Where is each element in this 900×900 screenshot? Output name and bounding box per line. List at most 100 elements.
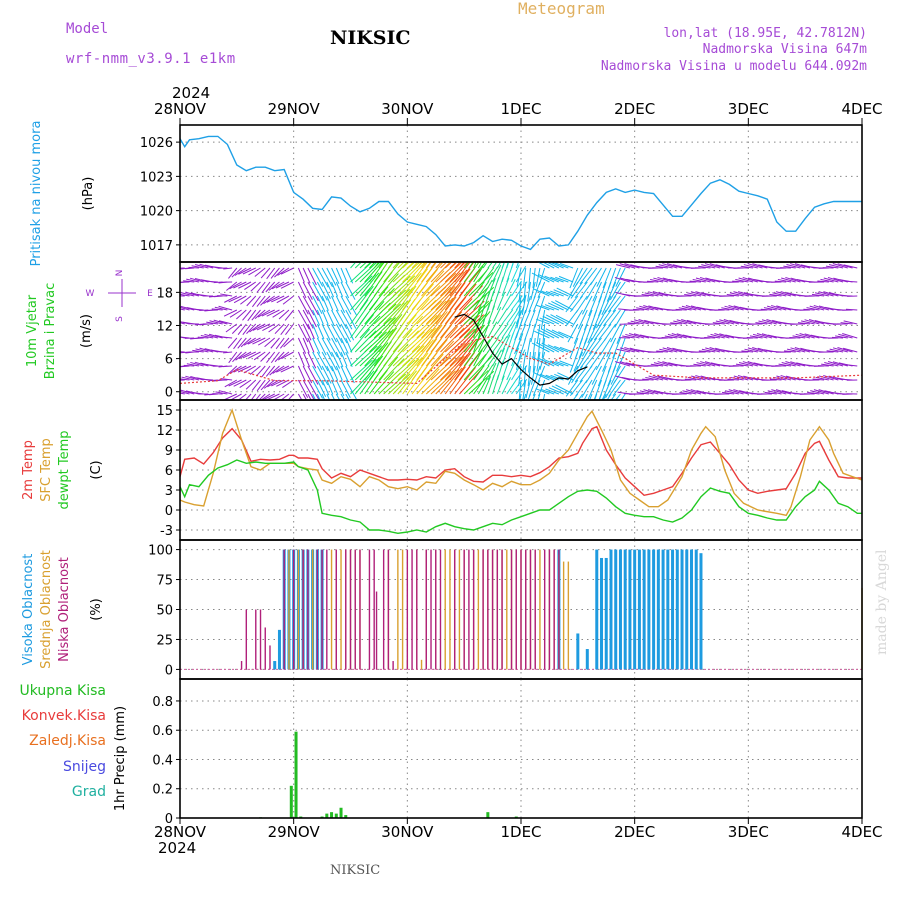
wind-vector bbox=[783, 265, 796, 269]
wind-vector bbox=[606, 281, 617, 302]
y-tick-label: 0 bbox=[165, 386, 173, 401]
wind-vector bbox=[501, 377, 512, 395]
wind-vector bbox=[435, 356, 461, 381]
wind-vector bbox=[270, 267, 280, 279]
wind-vector bbox=[331, 267, 340, 285]
wind-vector bbox=[388, 262, 409, 283]
wind-vector bbox=[506, 295, 518, 311]
wind-vector bbox=[430, 297, 454, 325]
wind-vector bbox=[535, 267, 541, 287]
wind-vector bbox=[590, 267, 602, 286]
panel-ylabel: Visoka Oblacnost bbox=[21, 554, 36, 666]
wind-vector bbox=[777, 278, 792, 283]
wind-vector bbox=[211, 308, 223, 311]
wind-vector bbox=[541, 342, 560, 353]
wind-vector bbox=[449, 268, 471, 297]
wind-vector bbox=[316, 309, 324, 325]
wind-vector bbox=[247, 351, 261, 359]
panels-layer: 1017 1020 1023 1026 Pritisak na nivou mora (h… bbox=[19, 100, 882, 841]
wind-vector bbox=[235, 351, 247, 361]
cloud-bar bbox=[618, 549, 622, 670]
wind-vector bbox=[775, 291, 792, 297]
wind-vector bbox=[354, 345, 378, 367]
wind-vector bbox=[383, 358, 405, 381]
wind-vector bbox=[256, 281, 266, 293]
wind-vector bbox=[482, 319, 491, 339]
wind-vector bbox=[277, 267, 290, 276]
wind-vector bbox=[487, 278, 496, 297]
wind-vector bbox=[277, 351, 290, 361]
wind-vector bbox=[545, 328, 564, 339]
y-tick-label: 6 bbox=[165, 464, 173, 479]
wind-vector bbox=[316, 337, 327, 356]
x-tick-label-top: 3DEC bbox=[728, 100, 769, 118]
wind-vector bbox=[709, 346, 725, 353]
precip-bar bbox=[339, 807, 343, 818]
wind-vectors bbox=[180, 262, 862, 400]
wind-vector bbox=[633, 333, 650, 339]
chart-title: Meteogram bbox=[518, 0, 605, 18]
wind-vector bbox=[275, 337, 285, 350]
watermark: made by Angel bbox=[874, 549, 890, 655]
wind-vector bbox=[705, 347, 721, 353]
wind-vector bbox=[496, 292, 506, 311]
wind-vector bbox=[579, 281, 593, 299]
wind-vector bbox=[272, 309, 285, 318]
wind-vector bbox=[392, 359, 416, 381]
wind-vector bbox=[832, 361, 848, 367]
wind-vector bbox=[482, 364, 494, 381]
wind-vector bbox=[268, 281, 280, 291]
wind-vector bbox=[228, 351, 238, 364]
cloud-bar bbox=[604, 557, 608, 670]
precip-bar bbox=[294, 731, 298, 818]
wind-vector bbox=[571, 365, 583, 384]
wind-vector bbox=[536, 351, 541, 372]
wind-vector bbox=[297, 351, 305, 367]
wind-vector bbox=[387, 262, 394, 269]
wind-vector bbox=[825, 265, 839, 269]
wind-vector bbox=[194, 263, 209, 269]
wind-vector bbox=[350, 262, 373, 283]
wind-vector bbox=[676, 319, 692, 325]
wind-vector bbox=[597, 365, 607, 387]
wind-vector bbox=[667, 263, 683, 269]
wind-vector bbox=[538, 295, 546, 313]
wind-vector bbox=[537, 357, 555, 367]
cloud-bar bbox=[671, 549, 675, 670]
cloud-bar bbox=[321, 549, 323, 670]
wind-vector bbox=[307, 309, 317, 328]
wind-vector bbox=[477, 262, 483, 269]
wind-vector bbox=[316, 281, 328, 301]
wind-vector bbox=[340, 337, 349, 354]
wind-vector bbox=[473, 262, 477, 269]
wind-vector bbox=[532, 379, 541, 396]
cloud-bar bbox=[633, 549, 637, 670]
series-line-temperature bbox=[179, 425, 862, 497]
wind-vector bbox=[430, 370, 456, 395]
wind-vector bbox=[326, 365, 335, 383]
panel-ylabel: 10m Vjetar bbox=[25, 294, 40, 367]
wind-vector bbox=[316, 393, 321, 400]
wind-vector bbox=[307, 295, 319, 316]
precip-bar bbox=[334, 813, 338, 818]
wind-vector bbox=[430, 310, 452, 339]
wind-vector bbox=[307, 379, 320, 400]
wind-vector bbox=[406, 298, 430, 325]
wind-vector bbox=[261, 281, 271, 294]
wind-vector bbox=[247, 337, 261, 345]
wind-vector bbox=[653, 277, 668, 283]
panel-unit: (m/s) bbox=[79, 314, 94, 348]
panel-frame bbox=[179, 678, 863, 819]
wind-vector bbox=[228, 267, 238, 279]
wind-vector bbox=[812, 378, 825, 381]
wind-vector bbox=[312, 337, 321, 354]
cloud-bar bbox=[458, 549, 461, 670]
wind-vector bbox=[238, 267, 252, 275]
wind-vector bbox=[340, 351, 348, 367]
cloud-bar bbox=[288, 549, 290, 670]
wind-vector bbox=[331, 323, 343, 344]
wind-vector bbox=[707, 335, 720, 339]
panel-unit: 1hr Precip (mm) bbox=[113, 706, 128, 811]
cloud-bar bbox=[444, 549, 446, 670]
wind-vector bbox=[258, 393, 266, 400]
